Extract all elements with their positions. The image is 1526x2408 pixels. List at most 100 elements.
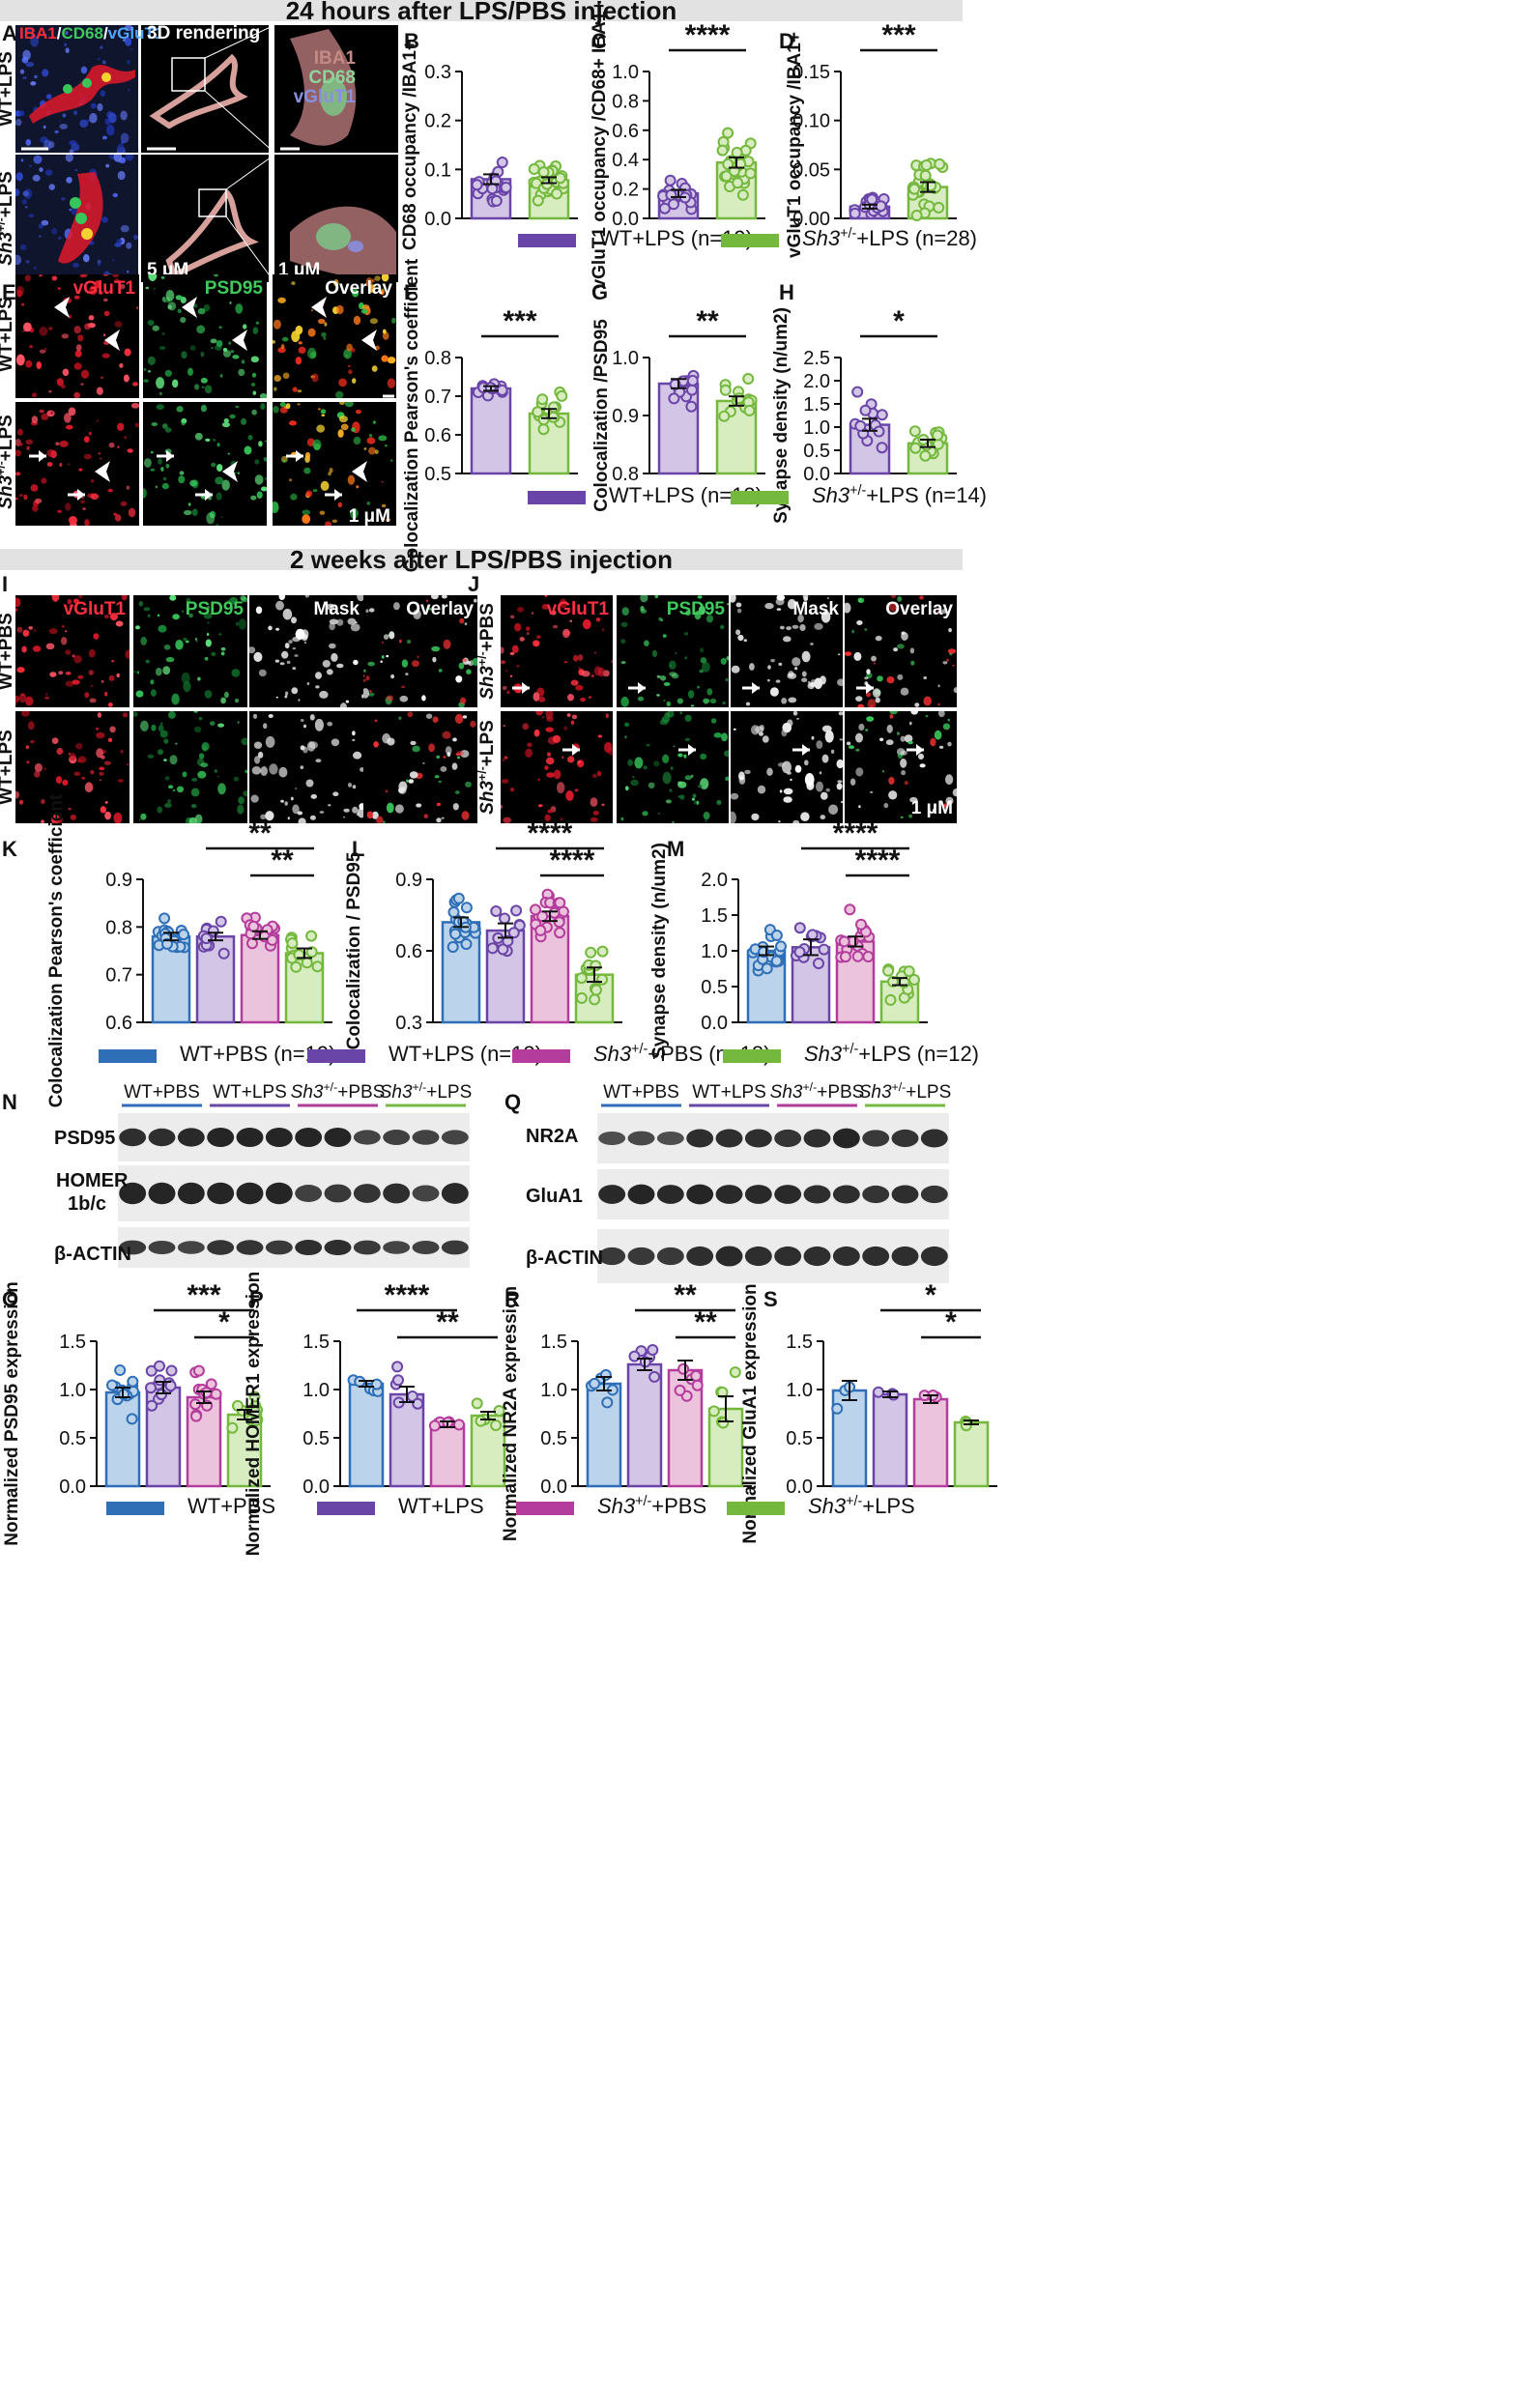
data-point xyxy=(761,962,773,975)
signal-puncta xyxy=(889,711,898,715)
signal-puncta xyxy=(90,685,94,687)
signal-puncta xyxy=(706,688,713,696)
signal-puncta xyxy=(278,766,288,778)
signal-puncta xyxy=(273,406,279,414)
blot-background xyxy=(118,1227,470,1268)
image-background xyxy=(501,711,613,823)
signal-puncta xyxy=(250,794,259,803)
signal-puncta xyxy=(348,369,353,375)
signal-puncta xyxy=(857,703,865,707)
signal-puncta xyxy=(237,804,245,815)
data-point xyxy=(910,210,923,221)
data-point xyxy=(452,892,465,904)
signal-puncta xyxy=(690,704,695,707)
signal-puncta xyxy=(16,626,23,633)
signal-puncta xyxy=(407,711,414,718)
signal-puncta xyxy=(324,322,328,327)
blot-band xyxy=(803,1185,831,1204)
data-point xyxy=(589,1377,601,1390)
signal-puncta xyxy=(297,811,303,816)
signal-puncta xyxy=(347,783,353,788)
data-point xyxy=(716,144,729,157)
signal-puncta xyxy=(417,655,419,658)
data-point xyxy=(428,1419,441,1432)
signal-puncta xyxy=(158,624,167,633)
blot-band xyxy=(686,1246,714,1267)
signal-puncta xyxy=(96,731,105,739)
signal-puncta xyxy=(275,627,280,631)
signal-puncta xyxy=(389,631,395,640)
signal-puncta xyxy=(114,321,123,328)
signal-puncta xyxy=(675,652,677,654)
y-axis-label: Normalized GluA1 expression xyxy=(740,1283,761,1543)
data-point xyxy=(806,929,819,941)
signal-puncta xyxy=(673,745,676,748)
data-point xyxy=(686,374,699,387)
signal-puncta xyxy=(108,737,112,743)
signal-puncta xyxy=(839,738,843,741)
signal-puncta xyxy=(724,750,729,758)
signal-puncta xyxy=(253,741,263,749)
signal-puncta xyxy=(45,94,52,100)
signal-puncta xyxy=(875,635,882,642)
y-tick-label: 1.5 xyxy=(803,394,830,416)
signal-puncta xyxy=(42,69,49,77)
signal-puncta xyxy=(133,234,138,241)
signal-puncta xyxy=(252,327,259,334)
arrowhead-marker xyxy=(311,297,327,318)
signal-puncta xyxy=(72,263,79,268)
signal-puncta xyxy=(870,790,874,794)
signal-puncta xyxy=(545,711,554,720)
panel-letter-c: C xyxy=(591,29,607,53)
signal-puncta xyxy=(733,728,736,731)
signal-puncta xyxy=(44,33,47,37)
data-point xyxy=(460,938,473,950)
signal-puncta xyxy=(367,661,375,667)
y-tick-label: 1.5 xyxy=(59,1332,86,1353)
panelI-image-0-0 xyxy=(15,595,130,707)
signal-puncta xyxy=(425,713,433,719)
signal-puncta xyxy=(953,687,957,694)
signal-puncta xyxy=(235,303,244,314)
signal-puncta xyxy=(89,285,98,296)
signal-puncta xyxy=(352,731,356,736)
signal-puncta xyxy=(19,110,25,117)
panel-letter-e: E xyxy=(2,280,16,304)
signal-puncta xyxy=(919,595,924,600)
signal-puncta xyxy=(381,355,389,362)
signal-puncta xyxy=(620,661,626,665)
significance-label: ** xyxy=(674,1279,697,1311)
signal-puncta xyxy=(26,445,30,450)
blot-band xyxy=(441,1130,469,1145)
signal-puncta xyxy=(89,698,97,703)
significance-label: ** xyxy=(271,845,294,876)
row-label-wt-lps: WT+LPS xyxy=(0,730,16,805)
signal-puncta xyxy=(745,702,751,706)
data-point xyxy=(190,1410,202,1422)
signal-puncta xyxy=(233,776,240,782)
signal-puncta xyxy=(366,811,374,819)
signal-puncta xyxy=(856,620,863,625)
blot-band xyxy=(744,1185,772,1204)
signal-puncta xyxy=(561,756,564,759)
signal-puncta xyxy=(120,501,128,506)
data-point xyxy=(554,172,566,185)
data-point xyxy=(528,163,540,175)
signal-puncta xyxy=(357,595,363,602)
signal-puncta xyxy=(50,411,53,415)
blot-row-label: PSD95 xyxy=(54,1128,115,1149)
signal-puncta xyxy=(183,680,191,693)
y-tick-label: 0.0 xyxy=(424,209,451,230)
signal-puncta xyxy=(700,778,709,789)
signal-puncta xyxy=(361,694,363,699)
signal-puncta xyxy=(81,776,86,780)
signal-puncta xyxy=(720,624,725,630)
signal-puncta xyxy=(66,177,72,184)
signal-puncta xyxy=(643,765,648,770)
signal-puncta xyxy=(96,748,103,759)
data-point xyxy=(731,146,743,158)
signal-puncta xyxy=(657,813,661,815)
signal-puncta xyxy=(624,735,627,739)
signal-puncta xyxy=(672,820,675,823)
signal-puncta xyxy=(820,815,826,820)
